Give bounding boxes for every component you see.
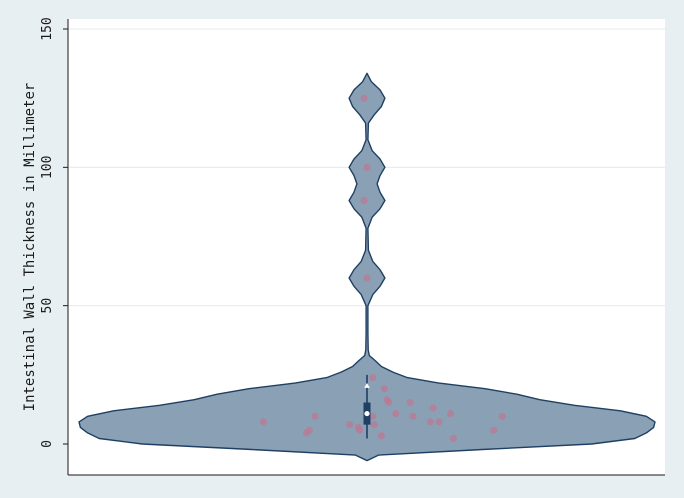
violin-shape xyxy=(78,72,656,462)
data-point xyxy=(363,163,371,171)
data-point xyxy=(409,412,417,420)
y-tick-label: 0 xyxy=(40,440,55,448)
data-point xyxy=(363,274,371,282)
data-point xyxy=(383,396,391,404)
data-point xyxy=(370,421,378,429)
data-point xyxy=(426,418,434,426)
data-point xyxy=(356,426,364,434)
data-point xyxy=(429,404,437,412)
y-tick-label: 100 xyxy=(40,156,55,179)
box-layer xyxy=(363,374,371,439)
data-point xyxy=(380,385,388,393)
data-point xyxy=(435,418,443,426)
data-point xyxy=(406,398,414,407)
data-point xyxy=(490,426,498,434)
data-points xyxy=(259,94,506,443)
y-axis-title: Intestinal Wall Thickness in Millimeter xyxy=(22,83,38,412)
data-point xyxy=(346,421,354,429)
data-point xyxy=(446,409,455,418)
data-point xyxy=(377,432,385,440)
y-axis-ticks: 0 50 100 150 xyxy=(40,17,68,448)
data-point xyxy=(449,434,457,443)
median-marker xyxy=(364,410,370,417)
data-point xyxy=(369,374,377,382)
data-point xyxy=(369,412,377,420)
data-point xyxy=(302,429,311,437)
data-point xyxy=(311,412,319,420)
data-point xyxy=(392,409,400,418)
data-point xyxy=(498,412,506,420)
violin-layer xyxy=(78,72,656,462)
y-tick-label: 50 xyxy=(40,298,55,314)
data-point xyxy=(360,94,368,102)
y-tick-label: 150 xyxy=(40,17,55,40)
data-point xyxy=(259,418,267,426)
data-point xyxy=(360,196,368,205)
mean-marker xyxy=(364,382,370,388)
